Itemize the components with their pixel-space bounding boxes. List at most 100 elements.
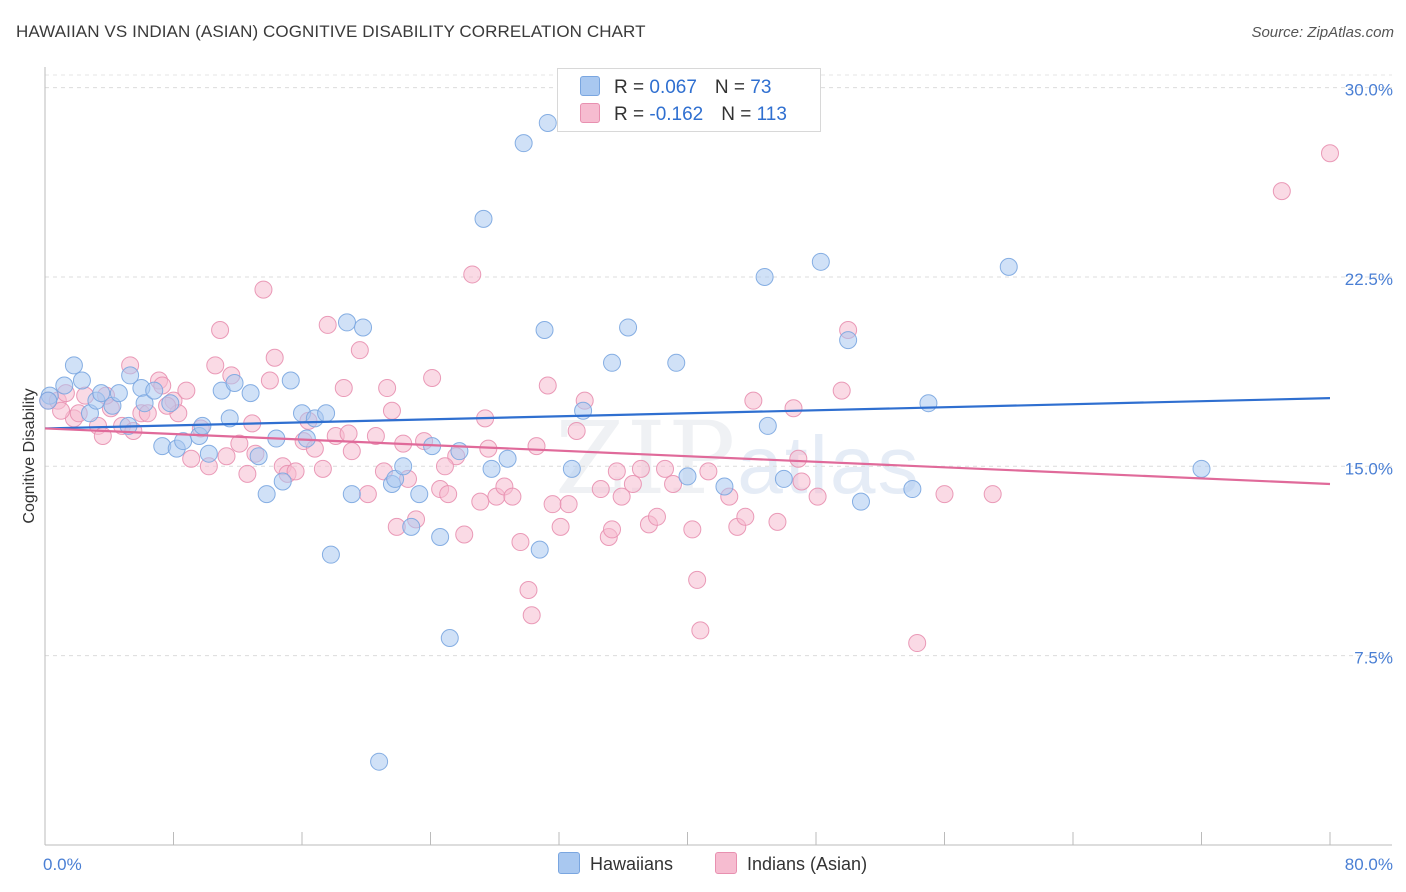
indians-point — [567, 421, 586, 440]
hawaiians-point — [562, 459, 581, 478]
hawaiians-point — [431, 528, 450, 546]
indians-point — [736, 507, 755, 526]
indians-point — [503, 487, 522, 506]
hawaiians-point — [402, 517, 421, 536]
indians-point — [768, 512, 787, 531]
indians-point — [423, 368, 442, 387]
indians-point — [511, 533, 530, 552]
hawaiians-point — [903, 480, 922, 499]
hawaiians-point — [394, 457, 413, 476]
hawaiians-point — [257, 485, 276, 504]
legend-swatch-hawaiians — [580, 76, 600, 96]
indians-point — [318, 315, 337, 334]
indians-point — [832, 381, 851, 400]
indians-point — [286, 462, 305, 481]
hawaiians-point — [220, 409, 239, 428]
hawaiians-point — [839, 331, 858, 350]
bottom-legend-label-indians: Indians (Asian) — [747, 854, 868, 874]
indians-point — [789, 449, 808, 468]
hawaiians-point — [241, 384, 260, 403]
legend-swatch-indians — [580, 103, 600, 123]
hawaiians-point — [64, 356, 83, 375]
hawaiians-point — [225, 374, 244, 392]
hawaiians-point — [39, 391, 58, 410]
hawaiians-point — [678, 467, 697, 486]
indians-point — [699, 462, 718, 481]
legend-n-value: 73 — [750, 77, 772, 98]
indians-point — [631, 459, 650, 478]
legend-r-label: R = — [614, 77, 650, 98]
hawaiians-point — [354, 318, 373, 337]
hawaiians-point — [145, 381, 164, 400]
hawaiians-point — [370, 752, 389, 771]
indians-point — [254, 280, 273, 299]
indians-point — [683, 520, 702, 539]
indians-point — [551, 517, 570, 536]
indians-point — [182, 449, 201, 468]
hawaiians-point — [811, 252, 830, 271]
hawaiians-point — [498, 449, 517, 468]
legend-r-label: R = — [614, 104, 650, 125]
indians-point — [439, 485, 458, 504]
indians-point — [983, 485, 1002, 504]
indians-point — [238, 464, 257, 483]
hawaiians-point — [174, 432, 193, 451]
x-tick-label: 0.0% — [43, 855, 82, 874]
indians-point — [527, 437, 546, 456]
indians-point — [744, 391, 763, 410]
indians-point — [688, 570, 707, 589]
y-tick-label: 7.5% — [1354, 649, 1393, 668]
bottom-legend-label-hawaiians: Hawaiians — [590, 854, 674, 874]
indians-point — [522, 606, 541, 625]
indians-point — [350, 341, 369, 360]
indians-point — [656, 459, 675, 478]
hawaiians-point — [281, 371, 300, 390]
indians-point — [792, 472, 811, 491]
indians-point — [334, 379, 353, 398]
hawaiians-point — [109, 384, 128, 403]
source-credit: Source: ZipAtlas.com — [1251, 24, 1394, 41]
legend-n-value: 113 — [756, 104, 787, 125]
indians-point — [1321, 144, 1339, 163]
indians-point — [908, 634, 927, 653]
indians-point — [471, 492, 490, 511]
hawaiians-point — [249, 447, 268, 466]
hawaiians-point — [321, 545, 340, 564]
legend-r-value: -0.162 — [649, 104, 704, 125]
hawaiians-point — [161, 394, 180, 413]
indians-point — [607, 462, 626, 481]
hawaiians-point — [317, 404, 336, 423]
hawaiians-point — [72, 371, 91, 390]
hawaiians-point — [482, 459, 501, 478]
y-tick-label: 22.5% — [1345, 270, 1393, 289]
hawaiians-point — [851, 492, 870, 511]
hawaiians-point — [715, 477, 734, 496]
correlation-legend: R = 0.067 N = 73 R = -0.162 N = 113 — [557, 68, 821, 132]
hawaiians-point — [667, 353, 686, 372]
hawaiians-point — [55, 376, 74, 395]
indians-point — [313, 459, 332, 478]
bottom-legend-hawaiians: Hawaiians — [558, 852, 673, 875]
indians-point — [612, 487, 631, 506]
y-tick-label: 30.0% — [1345, 81, 1393, 100]
hawaiians-point — [337, 313, 356, 332]
indians-point — [206, 356, 225, 375]
indians-point — [603, 520, 622, 539]
indians-point — [543, 495, 562, 514]
hawaiians-point — [342, 485, 361, 504]
indians-point — [691, 621, 710, 640]
hawaiians-point — [514, 134, 533, 153]
hawaiians-trend-line — [44, 397, 1331, 430]
y-axis-label: Cognitive Disability — [21, 388, 38, 523]
hawaiians-point — [999, 257, 1018, 276]
hawaiians-point — [135, 394, 154, 413]
legend-row-indians: R = -0.162 N = 113 — [580, 103, 787, 127]
x-tick-label: 80.0% — [1345, 855, 1393, 874]
hawaiians-point — [758, 416, 777, 435]
hawaiians-point — [410, 485, 429, 504]
legend-n-label: N = — [714, 77, 751, 98]
indians-trend-line — [44, 427, 1331, 486]
indians-point — [591, 480, 610, 499]
hawaiians-point — [1192, 459, 1211, 478]
